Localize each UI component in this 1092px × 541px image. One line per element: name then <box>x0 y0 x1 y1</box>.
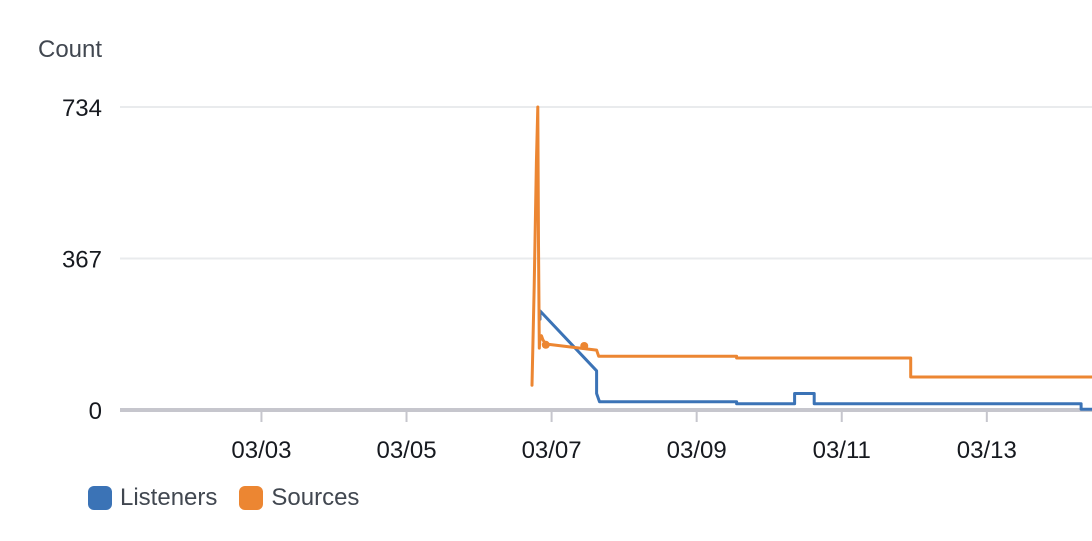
x-tick-label: 03/03 <box>231 437 291 464</box>
series-line-listeners <box>538 309 1092 411</box>
legend-label-sources: Sources <box>271 484 360 511</box>
y-axis-title: Count <box>38 36 103 63</box>
legend-item-listeners[interactable]: Listeners <box>88 484 217 512</box>
legend-label-listeners: Listeners <box>120 484 218 511</box>
y-tick-label: 0 <box>89 398 102 425</box>
legend-swatch-sources <box>239 486 264 510</box>
x-tick-label: 03/07 <box>522 437 582 464</box>
data-point <box>541 340 550 349</box>
legend-swatch-listeners <box>88 486 112 510</box>
x-tick-label: 03/09 <box>667 437 727 464</box>
y-tick-label: 734 <box>62 95 102 122</box>
x-tick-label: 03/05 <box>376 437 436 464</box>
y-tick-label: 367 <box>62 247 102 274</box>
data-point <box>580 342 589 351</box>
legend-item-sources[interactable]: Sources <box>239 484 359 512</box>
legend: Listeners Sources <box>88 484 359 512</box>
x-tick-label: 03/11 <box>813 437 871 464</box>
series-line-sources <box>530 105 1092 387</box>
x-tick-label: 03/13 <box>957 437 1017 464</box>
